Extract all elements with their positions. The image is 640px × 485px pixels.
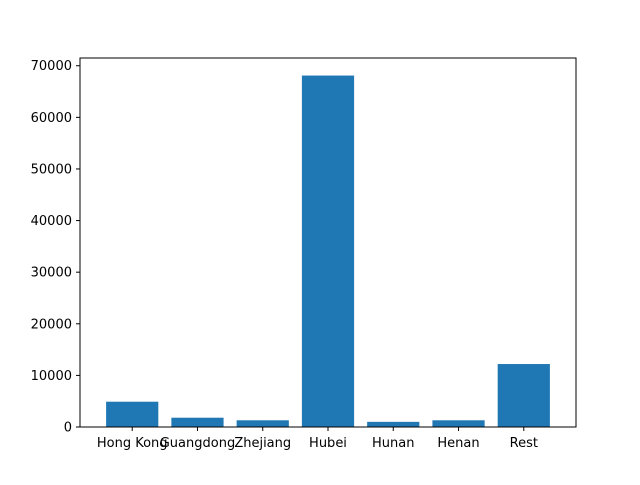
x-tick-label: Zhejiang [234,436,291,451]
y-tick-label: 50000 [31,162,72,177]
plot-frame [79,57,577,428]
x-tick-label: Hong Kong [97,436,168,451]
bar-hunan [367,421,420,427]
bar-rest [497,364,550,427]
x-tick-label: Hubei [309,436,347,451]
y-tick-label: 70000 [31,59,72,74]
y-tick-label: 0 [64,421,72,436]
x-tick-label: Hunan [372,436,414,451]
bar-hong-kong [106,401,159,427]
x-tick-label: Rest [510,436,538,451]
y-tick-label: 40000 [31,214,72,229]
y-tick-label: 10000 [31,369,72,384]
y-tick-label: 60000 [31,111,72,126]
x-tick-label: Henan [437,436,479,451]
x-tick-label: Guangdong [160,436,235,451]
bar-zhejiang [236,420,289,427]
y-tick-label: 20000 [31,317,72,332]
y-tick-label: 30000 [31,266,72,281]
bar-hubei [301,75,355,428]
bar-guangdong [171,417,224,427]
bar-henan [432,420,485,427]
